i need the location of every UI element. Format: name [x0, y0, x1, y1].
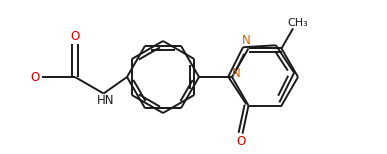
Text: O: O — [236, 135, 245, 148]
Text: HN: HN — [97, 94, 114, 107]
Text: O: O — [30, 71, 39, 83]
Text: N: N — [232, 67, 240, 79]
Text: O: O — [70, 30, 80, 43]
Text: N: N — [242, 34, 251, 47]
Text: CH₃: CH₃ — [288, 18, 308, 28]
